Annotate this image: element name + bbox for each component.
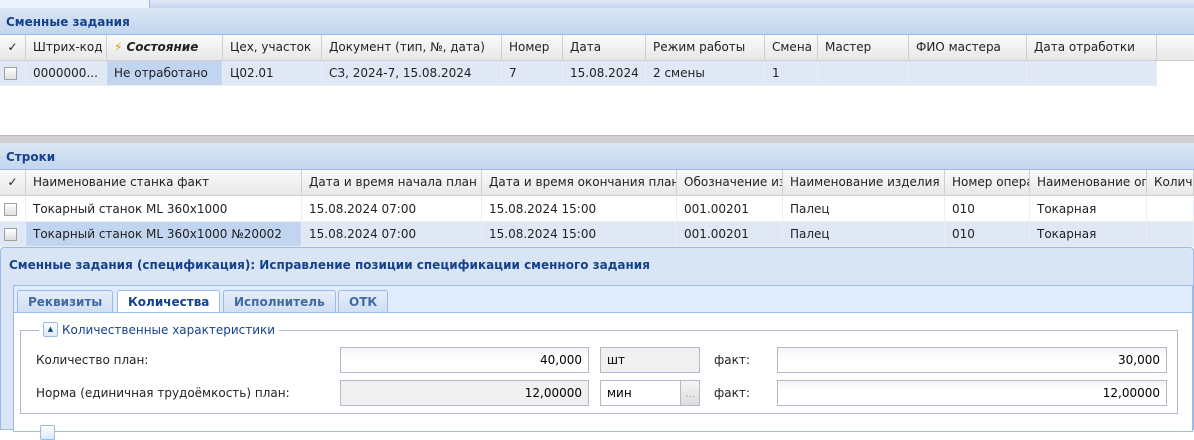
panel-header-shift-tasks: Сменные задания bbox=[0, 8, 1194, 35]
column-header[interactable]: Смена bbox=[765, 35, 818, 60]
column-header[interactable]: Наименование опе bbox=[1030, 170, 1147, 195]
tab-body: ▲ Количественные характеристики Количест… bbox=[13, 312, 1193, 440]
edit-dialog: Сменные задания (спецификация): Исправле… bbox=[0, 247, 1194, 440]
table-cell: Токарный станок ML 360x1000 №20002 bbox=[26, 222, 302, 246]
row-checkbox-cell bbox=[0, 61, 26, 85]
column-header[interactable]: Номер опера bbox=[945, 170, 1030, 195]
collapse-icon[interactable]: ▲ bbox=[43, 322, 58, 337]
shift-tasks-grid-header: ✓ Штрих-код ⚡ Состояние Цех, участок Документ… bbox=[0, 35, 1194, 61]
column-header[interactable]: ФИО мастера bbox=[909, 35, 1027, 60]
splitter[interactable] bbox=[0, 135, 1194, 143]
table-row[interactable]: Токарный станок ML 360x1000 15.08.2024 07… bbox=[0, 197, 1194, 222]
panel-header-lines: Строки bbox=[0, 143, 1194, 170]
table-cell: 001.00201 bbox=[677, 222, 783, 246]
norm-plan-label: Норма (единичная трудоёмкость) план: bbox=[36, 386, 290, 400]
table-cell: Ц02.01 bbox=[223, 61, 322, 85]
norm-plan-input: 12,00000 bbox=[340, 380, 589, 406]
column-header[interactable]: Количе bbox=[1147, 170, 1194, 195]
column-header[interactable]: Режим работы bbox=[646, 35, 765, 60]
tab-requisites[interactable]: Реквизиты bbox=[17, 290, 114, 313]
column-header[interactable]: Наименование станка факт bbox=[26, 170, 302, 195]
table-cell: 7 bbox=[502, 61, 563, 85]
column-header[interactable]: Номер bbox=[502, 35, 563, 60]
table-cell: Токарный станок ML 360x1000 bbox=[26, 197, 302, 221]
quantity-unit-field: шт bbox=[600, 347, 700, 373]
tab-executor[interactable]: Исполнитель bbox=[223, 290, 336, 313]
section-title: Количественные характеристики bbox=[62, 322, 276, 337]
norm-fact-label: факт: bbox=[714, 386, 750, 400]
table-cell: 15.08.2024 bbox=[563, 61, 646, 85]
table-cell: 010 bbox=[945, 222, 1030, 246]
column-header[interactable]: Дата и время начала план bbox=[302, 170, 482, 195]
tab-otk[interactable]: ОТК bbox=[338, 290, 389, 313]
table-cell: Палец bbox=[783, 222, 945, 246]
table-cell: 15.08.2024 07:00 bbox=[302, 197, 482, 221]
lines-grid-header: ✓ Наименование станка факт Дата и время на… bbox=[0, 170, 1194, 196]
column-header[interactable]: Документ (тип, №, дата) bbox=[322, 35, 502, 60]
column-header[interactable]: ⚡ Состояние bbox=[107, 35, 223, 60]
row-checkbox[interactable] bbox=[4, 228, 17, 241]
column-header[interactable]: Цех, участок bbox=[223, 35, 322, 60]
filter-icon[interactable]: ⚡ bbox=[114, 40, 123, 54]
table-cell bbox=[1147, 222, 1194, 246]
column-header[interactable]: Наименование изделия bbox=[783, 170, 945, 195]
quantity-plan-label: Количество план: bbox=[36, 353, 149, 367]
table-cell bbox=[909, 61, 1027, 85]
table-cell: 15.08.2024 15:00 bbox=[482, 222, 677, 246]
column-header[interactable]: Штрих-код bbox=[26, 35, 107, 60]
table-cell bbox=[1147, 197, 1194, 221]
select-all-header[interactable]: ✓ bbox=[0, 35, 26, 60]
table-cell: 001.00201 bbox=[677, 197, 783, 221]
column-header[interactable]: Дата bbox=[563, 35, 646, 60]
unit-picker-button[interactable]: ... bbox=[680, 381, 699, 405]
column-header[interactable]: Мастер bbox=[818, 35, 909, 60]
row-checkbox-cell bbox=[0, 197, 26, 221]
column-header[interactable]: Дата и время окончания план... bbox=[482, 170, 677, 195]
tab-bar: Реквизиты Количества Исполнитель ОТК bbox=[13, 285, 1193, 314]
fieldset-legend: ▲ Количественные характеристики bbox=[39, 322, 280, 337]
top-tab[interactable] bbox=[0, 0, 150, 8]
tab-quantities[interactable]: Количества bbox=[117, 290, 221, 314]
table-cell: 2 смены bbox=[646, 61, 765, 85]
table-cell: Не отработано bbox=[107, 61, 223, 85]
table-row[interactable]: Токарный станок ML 360x1000 №20002 15.08.… bbox=[0, 222, 1194, 247]
row-checkbox[interactable] bbox=[4, 203, 17, 216]
table-row[interactable]: 0000000... Не отработано Ц02.01 СЗ, 2024-7,… bbox=[0, 61, 1157, 86]
table-cell: Палец bbox=[783, 197, 945, 221]
table-cell bbox=[1027, 61, 1157, 85]
table-cell: 15.08.2024 15:00 bbox=[482, 197, 677, 221]
quantity-fieldset: ▲ Количественные характеристики Количест… bbox=[20, 322, 1178, 414]
norm-fact-input[interactable]: 12,00000 bbox=[777, 380, 1167, 406]
table-cell: СЗ, 2024-7, 15.08.2024 bbox=[322, 61, 502, 85]
row-checkbox[interactable] bbox=[4, 67, 17, 80]
quantity-fact-label: факт: bbox=[714, 353, 750, 367]
table-cell bbox=[818, 61, 909, 85]
row-checkbox-cell bbox=[0, 222, 26, 246]
dialog-title: Сменные задания (спецификация): Исправле… bbox=[9, 258, 650, 272]
table-cell: 15.08.2024 07:00 bbox=[302, 222, 482, 246]
column-header[interactable]: Дата отработки bbox=[1027, 35, 1157, 60]
quantity-fact-input[interactable]: 30,000 bbox=[777, 347, 1167, 373]
column-header[interactable]: Обозначение изд bbox=[677, 170, 783, 195]
table-cell: 0000000... bbox=[26, 61, 107, 85]
quantity-plan-input[interactable]: 40,000 bbox=[340, 347, 589, 373]
table-cell: Токарная bbox=[1030, 197, 1147, 221]
table-cell: 1 bbox=[765, 61, 818, 85]
expand-icon[interactable] bbox=[40, 425, 55, 440]
table-cell: Токарная bbox=[1030, 222, 1147, 246]
select-all-header[interactable]: ✓ bbox=[0, 170, 26, 195]
table-cell: 010 bbox=[945, 197, 1030, 221]
